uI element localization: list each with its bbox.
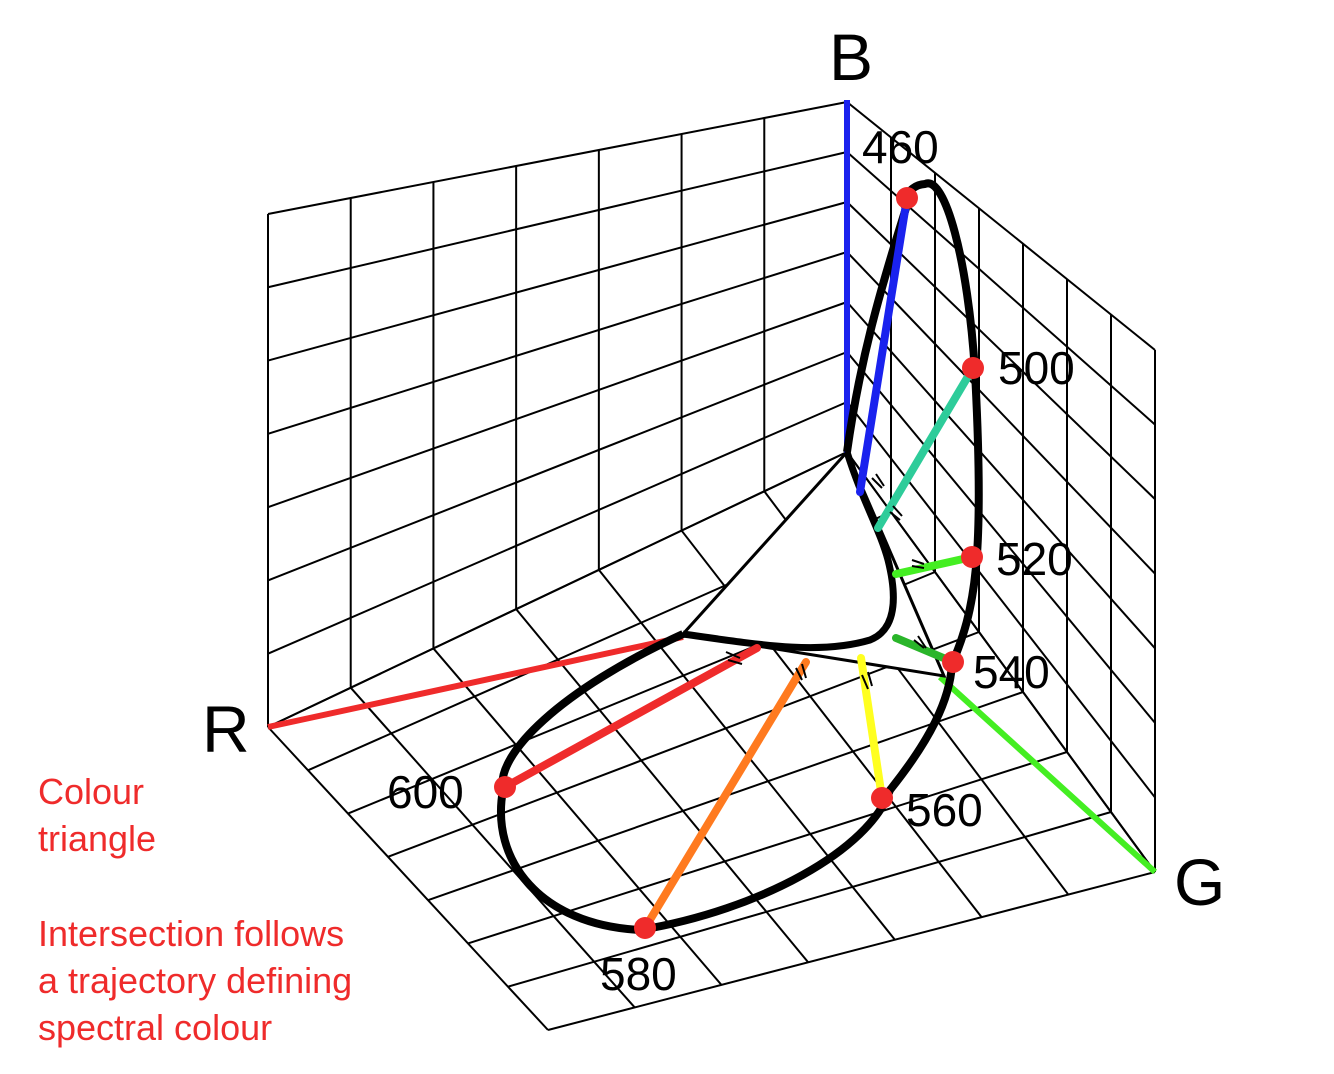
ray-500 bbox=[874, 364, 977, 532]
marker-460 bbox=[896, 187, 918, 209]
marker-560 bbox=[871, 787, 893, 809]
marker-600 bbox=[494, 776, 516, 798]
red-axis bbox=[267, 634, 684, 730]
label-560: 560 bbox=[906, 784, 983, 836]
ray-580 bbox=[641, 658, 810, 932]
label-600: 600 bbox=[387, 766, 464, 818]
ray-520 bbox=[892, 553, 976, 578]
label-520: 520 bbox=[996, 533, 1073, 585]
label-460: 460 bbox=[862, 121, 939, 173]
wavelength-labels: 460 500 520 540 560 580 600 bbox=[387, 121, 1075, 1000]
colour-triangle bbox=[680, 449, 947, 678]
colour-triangle-note: Colour triangle bbox=[38, 771, 157, 859]
axis-label-r: R bbox=[202, 692, 250, 766]
label-500: 500 bbox=[998, 342, 1075, 394]
marker-580 bbox=[634, 917, 656, 939]
crossing-marks bbox=[725, 473, 927, 690]
ray-460 bbox=[856, 194, 911, 496]
ray-600 bbox=[501, 644, 761, 791]
label-580: 580 bbox=[600, 948, 677, 1000]
intersection-curve bbox=[682, 450, 897, 652]
marker-500 bbox=[962, 357, 984, 379]
wavelength-rays bbox=[501, 194, 977, 932]
right-wall-grid bbox=[846, 101, 1156, 873]
marker-540 bbox=[942, 651, 964, 673]
left-wall-grid bbox=[267, 101, 848, 728]
wavelength-markers bbox=[494, 187, 984, 939]
green-axis bbox=[937, 674, 1158, 875]
label-540: 540 bbox=[973, 646, 1050, 698]
intersection-note: Intersection follows a trajectory defini… bbox=[38, 913, 353, 1048]
marker-520 bbox=[961, 546, 983, 568]
axis-label-b: B bbox=[829, 20, 873, 94]
axis-label-g: G bbox=[1174, 845, 1225, 919]
